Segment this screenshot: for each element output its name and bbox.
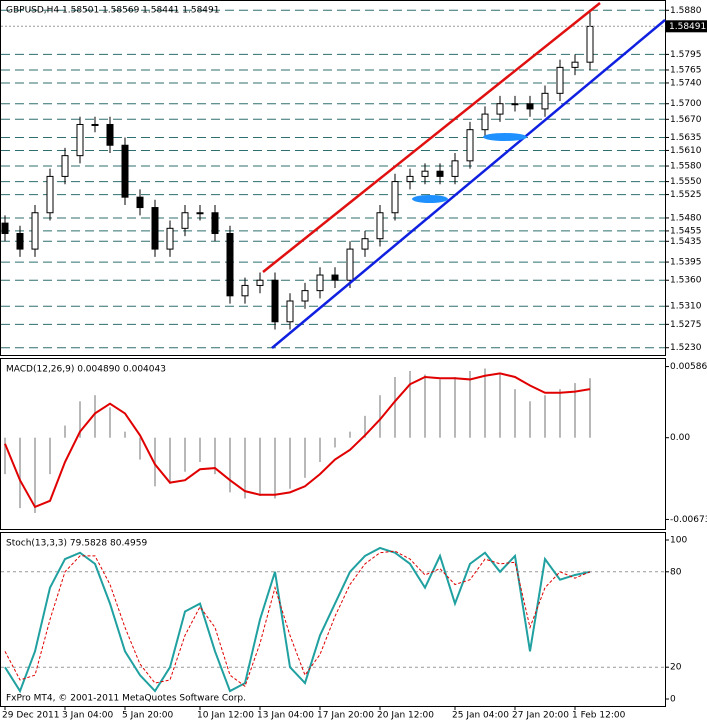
- y-tick-label: -0.00673: [670, 515, 707, 525]
- candle-body: [136, 196, 144, 209]
- candle-body: [166, 227, 174, 250]
- y-tick-label: 1.5550: [670, 177, 702, 187]
- y-tick-label: 1.5580: [670, 162, 702, 172]
- candle-body: [391, 181, 399, 214]
- x-tick-label: 5 Jan 20:00: [122, 711, 174, 721]
- candle-body: [406, 175, 414, 183]
- y-tick-label: 0.00586: [670, 362, 707, 372]
- candle-body: [1, 222, 9, 235]
- channel-lower-line: [271, 19, 666, 349]
- y-tick-label: 0.00: [670, 433, 690, 443]
- candle-body: [196, 212, 204, 215]
- stoch-panel-frame: [0, 532, 666, 707]
- y-tick-label: 1.5525: [670, 190, 702, 200]
- y-tick-label: 1.5670: [670, 115, 702, 125]
- candle-body: [496, 103, 504, 115]
- macd-title: MACD(12,26,9) 0.004890 0.004043: [6, 365, 166, 375]
- candle-body: [61, 155, 69, 177]
- macd-panel-frame: [0, 358, 666, 530]
- candle-body: [286, 300, 294, 323]
- x-tick-label: 13 Jan 04:00: [257, 711, 314, 721]
- candle-body: [121, 144, 129, 198]
- candle-body: [151, 207, 159, 250]
- main-title: GBPUSD,H4 1.58501 1.58569 1.58441 1.5849…: [6, 6, 219, 16]
- y-tick-label: 80: [670, 567, 682, 577]
- candle-body: [466, 129, 474, 162]
- candle-body: [376, 212, 384, 240]
- x-tick-label: 1 Feb 12:00: [572, 711, 626, 721]
- candle-body: [16, 233, 24, 250]
- main-panel-frame: [0, 0, 666, 356]
- y-tick-label: 1.5740: [670, 78, 702, 88]
- candle-body: [91, 123, 99, 126]
- candle-body: [256, 279, 264, 286]
- current-price-label: 1.58491: [669, 22, 706, 32]
- y-tick-label: 100: [670, 535, 687, 545]
- x-tick-label: 10 Jan 12:00: [197, 711, 254, 721]
- macd-signal-line: [4, 372, 591, 509]
- candle-body: [361, 238, 369, 250]
- candle-body: [241, 284, 249, 297]
- y-tick-label: 1.5395: [670, 258, 702, 268]
- y-tick-label: 1.5275: [670, 320, 702, 330]
- x-tick-label: 3 Jan 04:00: [62, 711, 114, 721]
- x-tick-label: 27 Jan 20:00: [512, 711, 569, 721]
- candle-body: [556, 66, 564, 94]
- candle-body: [526, 103, 534, 110]
- candle-body: [226, 233, 234, 297]
- y-tick-label: 1.5795: [670, 50, 702, 60]
- y-tick-label: 1.5610: [670, 146, 702, 156]
- candle-body: [211, 212, 219, 235]
- candle-body: [316, 274, 324, 292]
- stoch-signal-line: [4, 550, 591, 688]
- y-tick-label: 1.5635: [670, 133, 702, 143]
- candle-body: [421, 170, 429, 177]
- stoch-main-line: [4, 546, 591, 694]
- candle-body: [346, 248, 354, 281]
- stoch-title: Stoch(13,3,3) 79.5828 80.4959: [6, 539, 147, 549]
- marks: 1.5880 1.5795 1.5765 1.5740 1.5700 1.5670 1.56…: [1, 6, 707, 721]
- y-tick-label: 0: [670, 695, 676, 705]
- candle-body: [31, 212, 39, 250]
- candle-body: [511, 103, 519, 106]
- candle-body: [76, 123, 84, 157]
- candle-body: [106, 123, 114, 146]
- y-tick-label: 1.5765: [670, 65, 702, 75]
- candle-body: [481, 113, 489, 131]
- candle-body: [571, 61, 579, 68]
- copyright: FxPro MT4, © 2001-2011 MetaQuotes Softwa…: [6, 694, 246, 704]
- y-tick-label: 1.5455: [670, 226, 702, 236]
- candle-body: [541, 92, 549, 110]
- highlight-ellipse: [412, 195, 448, 203]
- y-tick-label: 1.5480: [670, 213, 702, 223]
- x-tick-label: 25 Jan 04:00: [452, 711, 509, 721]
- x-tick-label: 29 Dec 2011: [2, 711, 60, 721]
- candle-body: [46, 175, 54, 214]
- candle-body: [331, 274, 339, 281]
- y-tick-label: 1.5700: [670, 99, 702, 109]
- y-tick-label: 20: [670, 663, 682, 673]
- candle-body: [451, 160, 459, 177]
- y-tick-label: 1.5230: [670, 343, 702, 353]
- candle-body: [271, 279, 279, 323]
- x-tick-label: 20 Jan 12:00: [377, 711, 434, 721]
- y-tick-label: 1.5310: [670, 302, 702, 312]
- candle-body: [436, 170, 444, 177]
- x-tick-label: 17 Jan 20:00: [317, 711, 374, 721]
- candle-body: [586, 25, 594, 63]
- current-price-box: [666, 20, 707, 33]
- candle-body: [181, 212, 189, 229]
- channel-upper-line: [262, 2, 601, 273]
- candle-body: [301, 290, 309, 302]
- y-tick-label: 1.5360: [670, 276, 702, 286]
- y-tick-label: 1.5880: [670, 6, 702, 16]
- y-tick-label: 1.5435: [670, 237, 702, 247]
- highlight-ellipse: [483, 133, 527, 141]
